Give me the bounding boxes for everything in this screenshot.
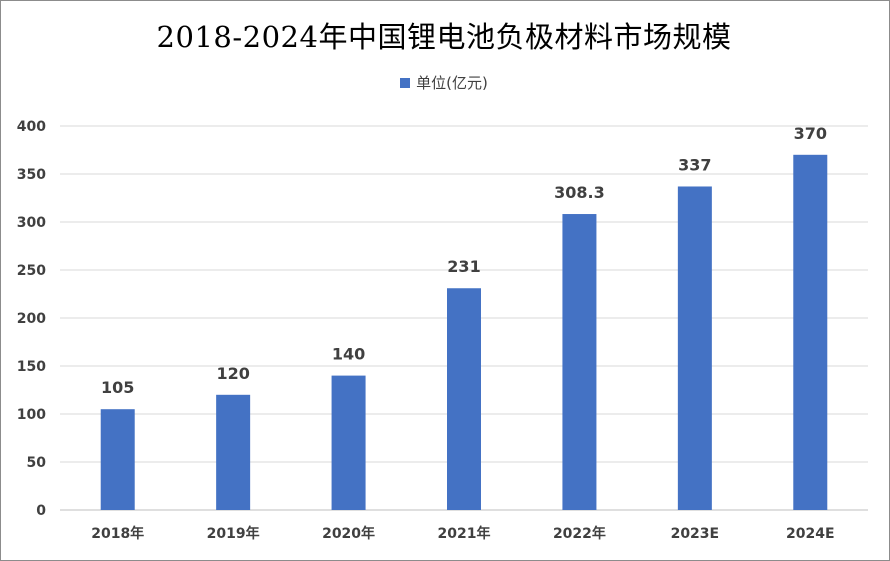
y-tick-label: 250 (17, 263, 46, 279)
y-tick-label: 400 (17, 119, 46, 135)
y-tick-label: 350 (17, 167, 46, 183)
bars (100, 154, 828, 511)
legend-label: 单位(亿元) (416, 74, 488, 92)
bar (447, 288, 481, 510)
bar (793, 154, 828, 511)
x-tick-label: 2019年 (207, 525, 260, 542)
data-label: 120 (216, 364, 249, 383)
legend-swatch (400, 77, 411, 88)
bar (216, 394, 251, 510)
data-label: 105 (101, 378, 134, 397)
x-tick-label: 2021年 (438, 525, 491, 542)
x-tick-label: 2020年 (322, 525, 375, 542)
bar (100, 409, 135, 510)
x-tick-label: 2022年 (553, 525, 606, 542)
x-axis-ticks: 2018年 2019年 2020年 2021年 2022年 2023E 2024E (91, 525, 834, 542)
y-tick-label: 50 (27, 455, 47, 471)
y-tick-label: 150 (17, 359, 46, 375)
y-tick-label: 0 (36, 503, 46, 519)
y-tick-label: 100 (17, 407, 46, 423)
y-tick-label: 300 (17, 215, 46, 231)
data-label: 231 (447, 257, 480, 276)
x-tick-label: 2018年 (91, 525, 144, 542)
legend: 单位(亿元) (0, 72, 888, 93)
data-label: 308.3 (554, 183, 605, 202)
data-labels: 105 120 140 231 308.3 337 370 (101, 124, 827, 397)
data-label: 337 (678, 155, 711, 174)
bar (562, 214, 597, 511)
chart-title: 2018-2024年中国锂电池负极材料市场规模 (156, 20, 732, 54)
y-axis-ticks: 0 50 100 150 200 250 300 350 400 (17, 119, 46, 519)
data-label: 140 (332, 345, 365, 364)
bar (331, 375, 366, 510)
bar (677, 186, 712, 511)
x-tick-label: 2023E (671, 526, 720, 542)
x-tick-label: 2024E (786, 526, 835, 542)
y-tick-label: 200 (17, 311, 46, 327)
data-label: 370 (794, 124, 827, 143)
